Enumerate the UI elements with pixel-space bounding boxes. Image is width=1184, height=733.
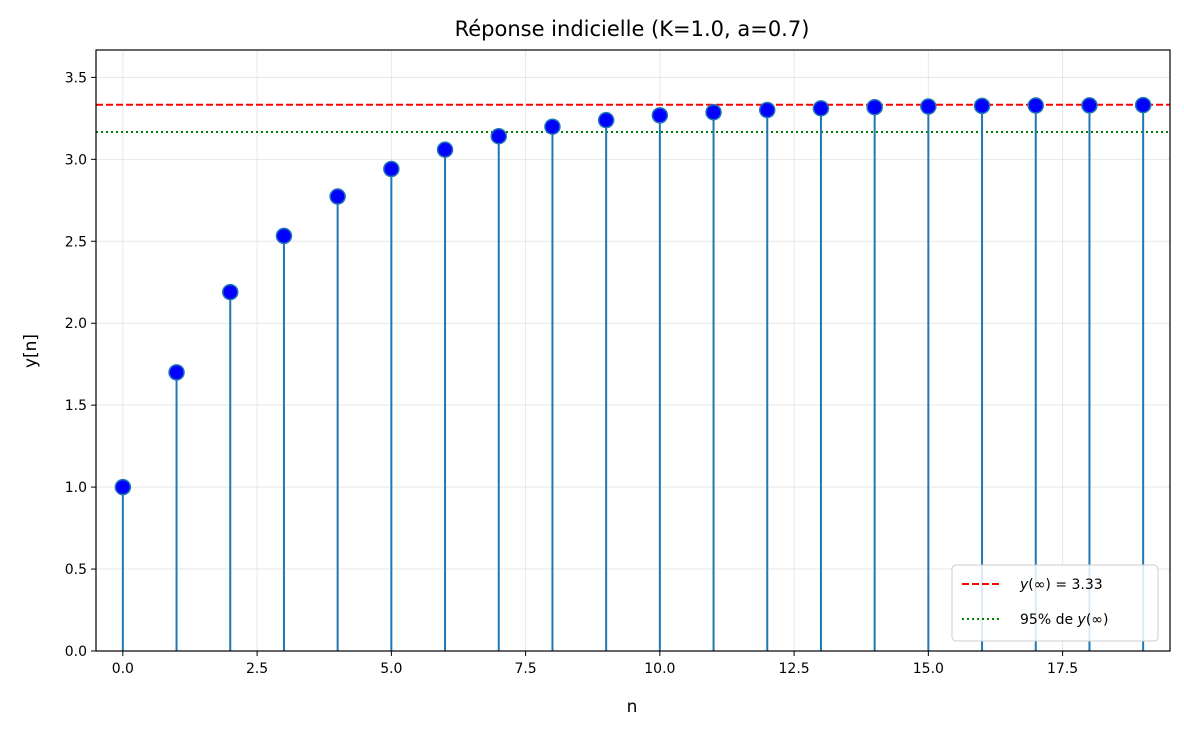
- y-tick-label-1: 0.5: [65, 562, 87, 578]
- stem-point-12: [759, 101, 776, 119]
- stem-point-18: [1081, 97, 1098, 114]
- stem-point-3: [275, 227, 293, 245]
- legend-box: [951, 564, 1159, 642]
- stem-series: [121, 105, 1145, 651]
- x-tick-label-7: 17.5: [1047, 661, 1078, 677]
- x-axis-ticks: 0.0 2.5 5.0 7.5 10.0 12.5 15.0 17.5: [112, 651, 1078, 677]
- stem-point-19: [1134, 96, 1152, 114]
- y-tick-label-5: 2.5: [65, 234, 87, 250]
- x-tick-label-3: 7.5: [514, 661, 536, 677]
- legend-threshold-rest: (∞): [1086, 612, 1109, 628]
- y-tick-label-0: 0.0: [65, 644, 87, 660]
- plot-frame: [95, 49, 1171, 652]
- stem-markers: [114, 96, 1152, 496]
- y-tick-label-2: 1.0: [65, 480, 87, 496]
- legend-threshold-label: 95% de y(∞): [1020, 612, 1108, 628]
- chart-title: Réponse indicielle (K=1.0, a=0.7): [455, 17, 810, 41]
- y-axis-label: y[n]: [21, 334, 41, 368]
- stem-point-13: [812, 100, 830, 117]
- y-axis-ticks: 0.0 0.5 1.0 1.5 2.0 2.5 3.0 3.5: [65, 70, 96, 660]
- y-tick-label-3: 1.5: [65, 398, 87, 414]
- stem-point-14: [866, 98, 883, 116]
- x-tick-label-0: 0.0: [112, 661, 134, 677]
- x-axis-label: n: [627, 697, 638, 717]
- stem-point-17: [1027, 97, 1044, 114]
- x-tick-label-4: 10.0: [644, 661, 675, 677]
- x-tick-label-6: 15.0: [913, 661, 944, 677]
- stem-point-4: [329, 188, 346, 205]
- stem-point-9: [597, 111, 615, 129]
- y-tick-label-7: 3.5: [65, 70, 87, 86]
- stem-point-0: [114, 478, 132, 496]
- stem-point-7: [490, 127, 507, 145]
- x-tick-label-5: 12.5: [779, 661, 810, 677]
- y-tick-label-6: 3.0: [65, 152, 87, 168]
- legend-final-value-label: y(∞) = 3.33: [1019, 577, 1103, 593]
- stem-point-8: [544, 118, 561, 135]
- stem-point-5: [383, 160, 400, 178]
- legend-final-value-rest: (∞) = 3.33: [1028, 577, 1102, 593]
- reference-lines: [96, 103, 1170, 133]
- legend-threshold-var: y: [1077, 612, 1087, 628]
- legend-threshold-prefix: 95% de: [1020, 612, 1078, 628]
- stem-point-6: [436, 141, 454, 158]
- x-tick-label-1: 2.5: [246, 661, 268, 677]
- stem-point-11: [705, 104, 722, 121]
- legend: y(∞) = 3.33 95% de y(∞): [951, 564, 1159, 642]
- stem-point-1: [168, 364, 185, 381]
- y-tick-label-4: 2.0: [65, 316, 87, 332]
- stem-point-10: [651, 107, 669, 124]
- x-tick-label-2: 5.0: [380, 661, 402, 677]
- legend-final-value-var: y: [1019, 577, 1029, 593]
- stem-point-15: [920, 98, 937, 115]
- stem-point-2: [222, 283, 239, 301]
- stem-point-16: [973, 97, 991, 115]
